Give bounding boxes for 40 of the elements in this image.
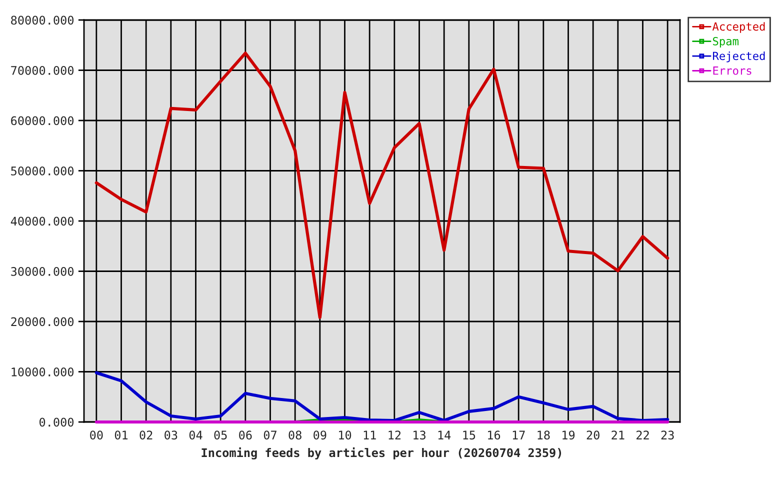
legend-label: Rejected	[713, 51, 765, 62]
x-tick-label: 13	[414, 430, 426, 440]
x-tick-label: 16	[488, 430, 500, 440]
x-tick-label: 15	[463, 430, 476, 440]
x-tick-label: 04	[189, 430, 202, 440]
y-tick-label: 70000.000	[11, 66, 74, 75]
x-tick-label: 11	[364, 430, 376, 440]
x-tick-label: 12	[388, 430, 401, 440]
y-tick-label: 20000.000	[11, 317, 74, 326]
x-tick-label: 18	[538, 430, 550, 440]
x-tick-label: 01	[114, 430, 128, 440]
line-series	[94, 52, 670, 320]
x-tick-label: 21	[612, 430, 624, 440]
legend-label: Accepted	[712, 22, 765, 33]
x-tick-label: 08	[288, 430, 302, 440]
x-tick-label: 23	[661, 430, 674, 440]
x-tick-label: 05	[214, 430, 227, 440]
y-tick-label: 60000.000	[11, 116, 74, 126]
y-tick-label: 10000.000	[12, 368, 74, 376]
x-axis-title: Incoming feeds by articles per hour (20260704 2359)	[202, 447, 562, 460]
x-tick-label: 02	[140, 430, 152, 440]
y-tick-label: 30000.000	[11, 267, 74, 276]
legend-label: Errors	[713, 66, 752, 75]
x-tick-label: 03	[164, 430, 178, 440]
x-tick-label: 22	[636, 430, 649, 440]
x-tick-label: 20	[586, 430, 600, 440]
x-tick-label: 17	[512, 430, 525, 440]
x-tick-label: 19	[562, 430, 575, 440]
legend-label: Spam	[712, 36, 738, 48]
x-tick-label: 10	[339, 430, 352, 440]
y-tick-label: 0.000	[40, 418, 74, 427]
x-tick-label: 06	[239, 430, 252, 440]
y-tick-label: 80000.000	[11, 16, 74, 25]
x-tick-label: 09	[314, 430, 326, 440]
x-tick-label: 07	[264, 430, 276, 440]
y-tick-label: 40000.000	[10, 216, 74, 226]
line-series	[94, 371, 670, 422]
x-tick-label: 14	[438, 430, 451, 440]
y-tick-label: 50000.000	[11, 166, 74, 176]
x-tick-label: 00	[90, 430, 103, 440]
